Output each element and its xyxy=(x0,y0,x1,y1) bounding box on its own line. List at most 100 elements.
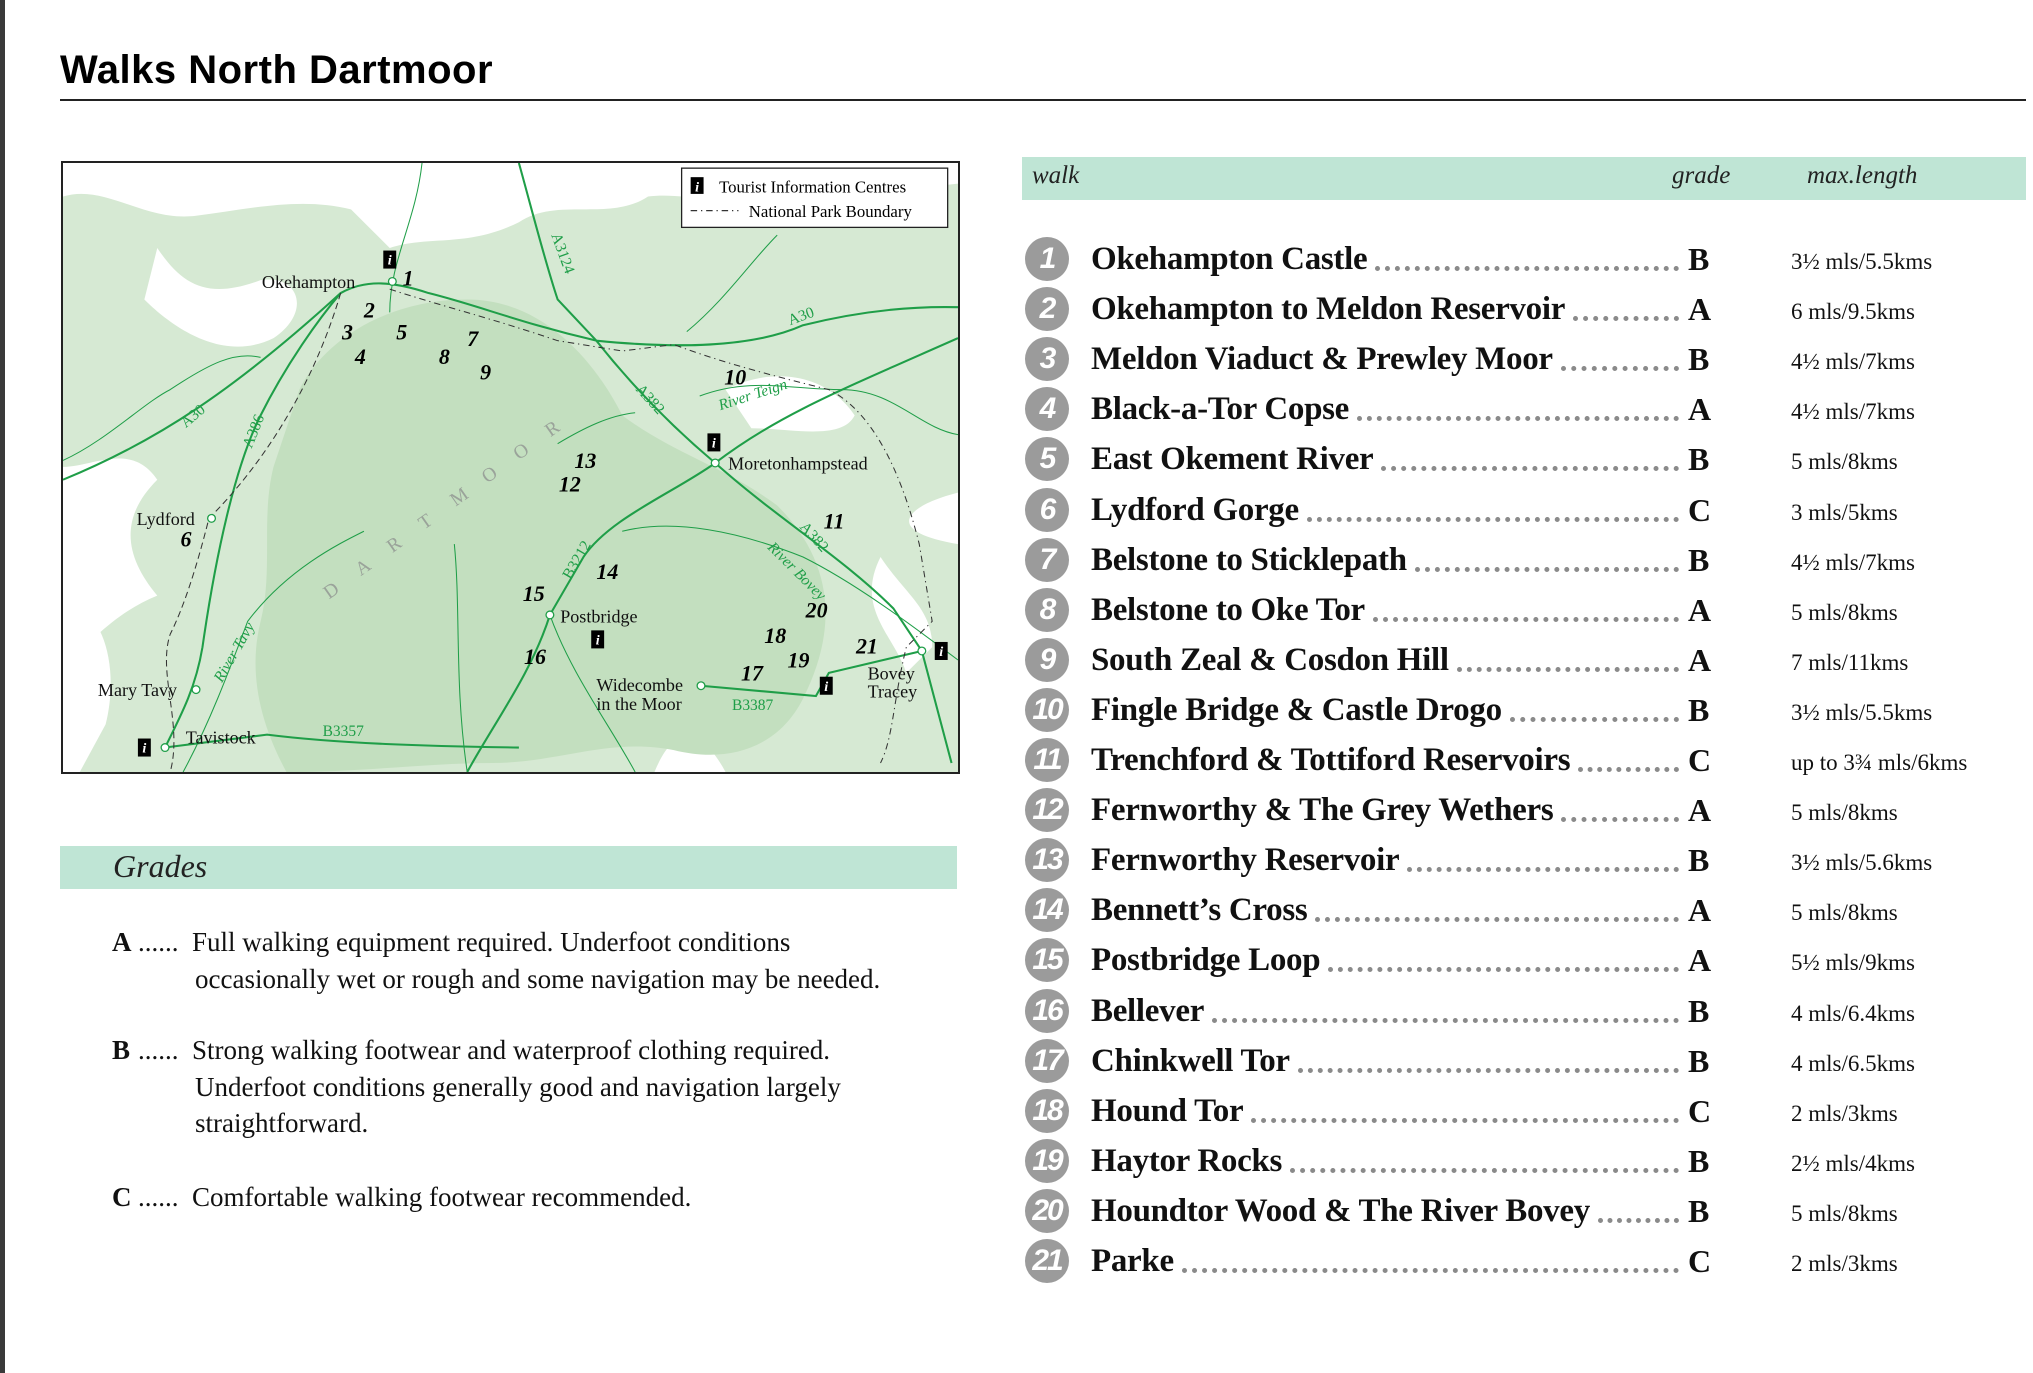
map-walk-number: 6 xyxy=(181,527,192,552)
walk-name: East Okement River xyxy=(1091,441,1374,478)
walk-row: 19 Haytor Rocks B 2½ mls/4kms xyxy=(1025,1137,2025,1185)
walk-grade: B xyxy=(1688,1142,1710,1179)
town-label: Okehampton xyxy=(262,272,355,292)
walk-length: 4½ mls/7kms xyxy=(1791,349,1915,375)
walk-name: Lydford Gorge xyxy=(1091,491,1299,528)
tourist-info-icon: i xyxy=(934,641,948,660)
walk-name: Okehampton Castle xyxy=(1091,241,1368,277)
walk-number-badge: 3 xyxy=(1025,337,1069,382)
walk-number-badge: 11 xyxy=(1025,738,1069,782)
map-walk-number: 11 xyxy=(824,509,845,534)
dot-leader xyxy=(1290,1167,1679,1173)
road-a30 xyxy=(63,282,958,481)
walk-number-badge: 15 xyxy=(1025,938,1069,983)
walk-number-badge: 18 xyxy=(1025,1088,1069,1133)
walk-length: 2 mls/3kms xyxy=(1791,1100,1898,1126)
walk-grade: C xyxy=(1688,1243,1712,1279)
dot-leader xyxy=(1560,366,1679,372)
road-label: B3357 xyxy=(323,723,365,740)
town-label: Tavistock xyxy=(186,728,257,748)
walk-number-badge: 8 xyxy=(1025,587,1069,632)
walk-length: 3½ mls/5.6kms xyxy=(1791,850,1933,876)
map-walk-number: 15 xyxy=(523,581,545,606)
dot-leader xyxy=(1381,466,1679,472)
walk-row: 5 East Okement River B 5 mls/8kms xyxy=(1025,435,2025,483)
town-label: Mary Tavy xyxy=(98,680,177,700)
walk-length: 5½ mls/9kms xyxy=(1791,950,1915,976)
walk-length: 3½ mls/5.5kms xyxy=(1791,699,1933,725)
dot-leader xyxy=(1306,516,1679,522)
walk-number-badge: 6 xyxy=(1025,487,1069,532)
dot-leader xyxy=(1375,266,1679,271)
walk-number-badge: 1 xyxy=(1025,237,1069,281)
tourist-info-icon: i xyxy=(819,676,833,695)
map-walk-number: 1 xyxy=(403,265,414,290)
walk-length: 4½ mls/7kms xyxy=(1791,399,1915,425)
walk-row: 4 Black-a-Tor Copse A 4½ mls/7kms xyxy=(1025,385,2025,433)
walk-name: Haytor Rocks xyxy=(1091,1142,1283,1179)
grades-title: Grades xyxy=(113,848,208,884)
grades-header-band xyxy=(60,846,957,889)
header-max-length: max.length xyxy=(1807,162,1918,189)
grade-description-line: occasionally wet or rough and some navig… xyxy=(195,963,881,994)
town-label: Widecombe xyxy=(596,675,683,695)
map-walk-number: 5 xyxy=(396,319,407,344)
tourist-info-icon: i xyxy=(707,433,721,452)
walk-row: 9 South Zeal & Cosdon Hill A 7 mls/11kms xyxy=(1025,636,2025,684)
walk-name: Fernworthy & The Grey Wethers xyxy=(1091,792,1554,829)
grade-letter: C xyxy=(112,1182,132,1212)
dot-leader xyxy=(1315,917,1679,923)
walk-grade: A xyxy=(1688,291,1712,328)
map-walk-number: 14 xyxy=(596,559,618,584)
walk-grade: C xyxy=(1688,491,1712,528)
walk-name: Chinkwell Tor xyxy=(1091,1042,1290,1079)
grade-dots: ...... xyxy=(138,1035,179,1065)
walks-map: i Tourist Information Centres National P… xyxy=(61,161,960,774)
walk-length: up to 3¾ mls/6kms xyxy=(1791,750,1968,775)
walk-length: 4½ mls/7kms xyxy=(1791,549,1915,575)
walk-name: Fingle Bridge & Castle Drogo xyxy=(1091,691,1502,728)
walk-row: 13 Fernworthy Reservoir B 3½ mls/5.6kms xyxy=(1025,836,2025,884)
road-ne xyxy=(714,337,958,464)
dot-leader xyxy=(1573,316,1679,322)
grade-description-line: straightforward. xyxy=(195,1108,369,1138)
walk-grade: B xyxy=(1688,241,1710,277)
walk-row: 10 Fingle Bridge & Castle Drogo B 3½ mls/5.… xyxy=(1025,686,2025,734)
dot-leader xyxy=(1456,666,1679,672)
walk-length: 6 mls/9.5kms xyxy=(1791,299,1915,325)
walk-row: 16 Bellever B 4 mls/6.4kms xyxy=(1025,987,2025,1035)
header-grade: grade xyxy=(1672,162,1731,189)
walk-number-badge: 7 xyxy=(1025,537,1069,582)
map-walk-number: 9 xyxy=(480,359,491,384)
walk-length: 4 mls/6.4kms xyxy=(1791,1000,1915,1026)
walk-grade: A xyxy=(1688,591,1712,628)
dot-leader xyxy=(1212,1017,1679,1023)
grade-description-line: Strong walking footwear and waterproof c… xyxy=(192,1035,831,1065)
grade-letter: A xyxy=(112,927,132,957)
walk-grade: B xyxy=(1688,541,1710,578)
map-walk-number: 20 xyxy=(805,598,828,623)
town-label: Lydford xyxy=(137,509,195,529)
walk-name: South Zeal & Cosdon Hill xyxy=(1091,641,1449,678)
svg-text:i: i xyxy=(939,644,943,660)
road-a382 xyxy=(595,340,953,764)
dot-leader xyxy=(1561,817,1679,823)
svg-text:i: i xyxy=(388,253,392,269)
town-label: Postbridge xyxy=(560,607,637,627)
town-label: in the Moor xyxy=(596,694,681,714)
walk-name: Meldon Viaduct & Prewley Moor xyxy=(1091,341,1553,378)
national-park-boundary xyxy=(389,288,933,764)
walk-number-badge: 2 xyxy=(1025,287,1069,332)
grade-letter: B xyxy=(112,1035,131,1065)
tourist-info-icon: i xyxy=(383,250,397,269)
walk-number-badge: 12 xyxy=(1025,788,1069,833)
walk-grade: A xyxy=(1688,792,1712,829)
walk-row: 8 Belstone to Oke Tor A 5 mls/8kms xyxy=(1025,586,2025,634)
walk-length: 3 mls/5kms xyxy=(1791,499,1898,525)
walk-number-badge: 5 xyxy=(1025,437,1069,482)
map-walk-number: 2 xyxy=(363,298,375,323)
title-rule xyxy=(60,99,2026,101)
walk-number-badge: 21 xyxy=(1025,1239,1069,1283)
tourist-info-icon: i xyxy=(591,630,605,649)
walk-grade: B xyxy=(1688,1042,1710,1079)
